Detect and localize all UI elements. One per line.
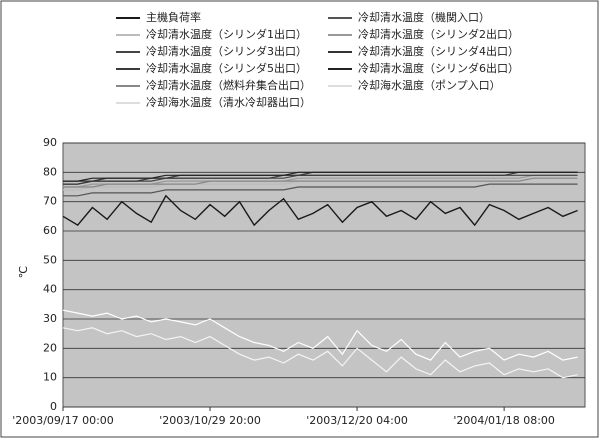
y-tick-label: 90	[43, 136, 57, 149]
x-tick-label: '2003/12/20 04:00	[306, 414, 408, 427]
y-tick-label: 60	[43, 224, 57, 237]
legend-label: 冷却清水温度（シリンダ3出口）	[146, 44, 307, 58]
legend-label: 冷却清水温度（機関入口）	[358, 10, 490, 24]
y-tick-label: 40	[43, 283, 57, 296]
legend-label: 冷却清水温度（シリンダ4出口）	[358, 44, 519, 58]
plot-area	[62, 142, 586, 408]
x-tick-label: '2003/10/29 20:00	[159, 414, 261, 427]
series-line	[62, 194, 578, 227]
x-tick-label: '2004/01/18 08:00	[453, 414, 555, 427]
y-tick-label: 20	[43, 341, 57, 354]
legend-label: 冷却海水温度（ポンプ入口）	[358, 78, 501, 92]
legend-label: 冷却清水温度（シリンダ6出口）	[358, 61, 519, 75]
legend-label: 冷却清水温度（シリンダ5出口）	[146, 61, 307, 75]
y-tick-label: 10	[43, 371, 57, 384]
y-tick-label: 50	[43, 253, 57, 266]
x-tick-label: '2003/09/17 00:00	[12, 414, 114, 427]
y-tick-label: 30	[43, 312, 57, 325]
legend-label: 冷却清水温度（シリンダ1出口）	[146, 27, 307, 41]
series-line	[63, 177, 578, 188]
y-tick-label: 0	[50, 400, 57, 413]
y-tick-label: 70	[43, 195, 57, 208]
legend-label: 冷却清水温度（シリンダ2出口）	[358, 27, 519, 41]
series-line	[62, 327, 578, 379]
legend-label: 冷却清水温度（燃料弁集合出口）	[146, 78, 311, 92]
series-line	[63, 183, 578, 197]
legend-label: 主機負荷率	[146, 10, 201, 24]
series-line	[63, 171, 578, 182]
y-tick-label: 80	[43, 165, 57, 178]
legend-label: 冷却海水温度（清水冷却器出口）	[146, 95, 311, 109]
y-axis-label: ℃	[17, 266, 30, 278]
series-line	[62, 309, 578, 361]
